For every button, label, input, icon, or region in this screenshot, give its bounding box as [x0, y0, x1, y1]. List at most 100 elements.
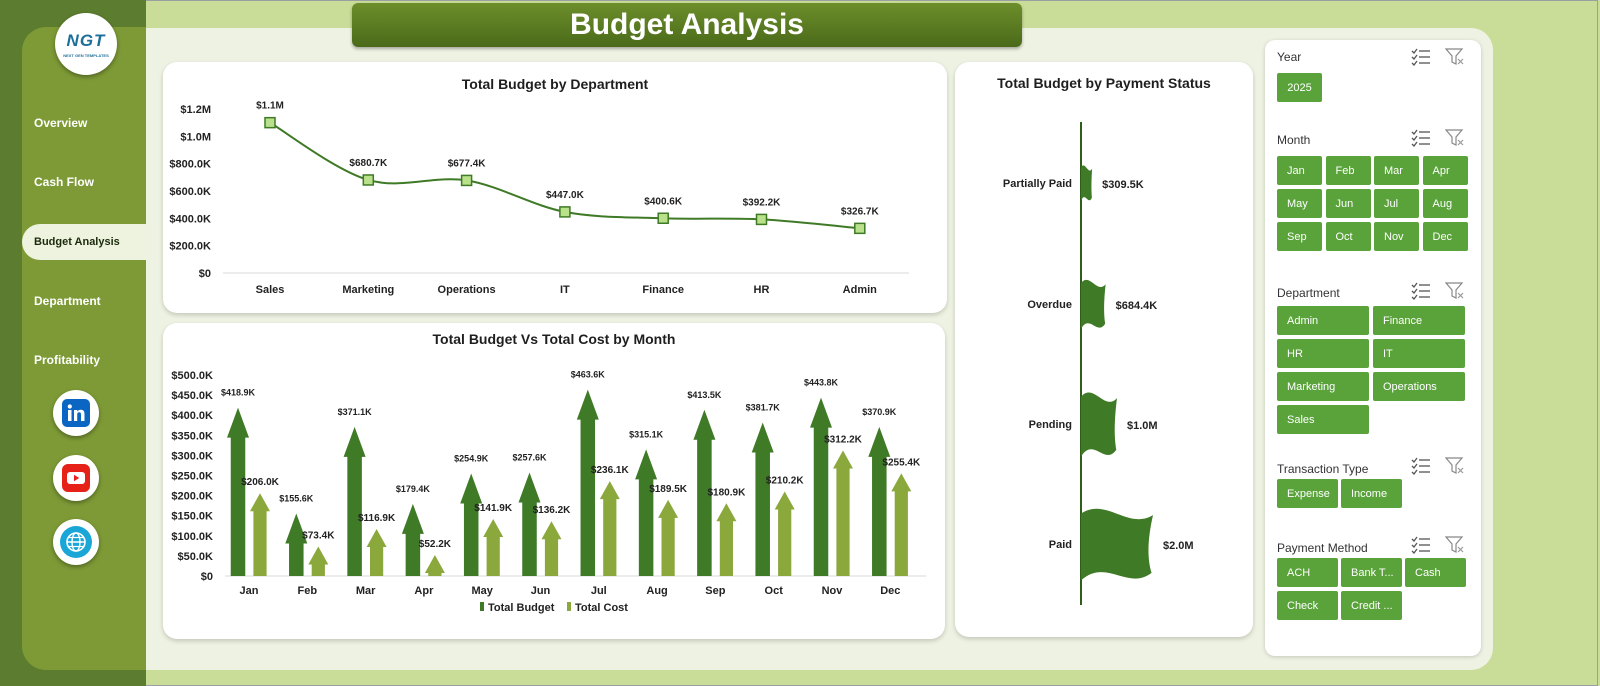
multi-select-icon[interactable]	[1411, 536, 1431, 554]
department-chip-it[interactable]: IT	[1373, 339, 1465, 368]
linkedin-button[interactable]	[53, 390, 99, 436]
month-chip-jul[interactable]: Jul	[1374, 189, 1419, 218]
cost-arrow-bar	[599, 481, 620, 576]
payment-method-chip-5[interactable]: Credit ...	[1341, 591, 1402, 620]
nav-profitability[interactable]: Profitability	[22, 342, 146, 378]
y-tick-label: $50.0K	[178, 551, 214, 563]
cost-arrow-bar	[483, 518, 504, 576]
data-label: $1.0M	[1127, 420, 1158, 432]
legend-swatch-budget	[480, 602, 484, 611]
budget-vs-cost-title: Total Budget Vs Total Cost by Month	[432, 331, 676, 347]
department-chip-finance[interactable]: Finance	[1373, 306, 1465, 335]
page-title: Budget Analysis	[352, 3, 1022, 47]
cost-arrow-bar	[774, 491, 795, 576]
budget-data-label: $370.9K	[862, 407, 897, 417]
payment-status-bar	[1081, 279, 1106, 329]
multi-select-icon[interactable]	[1411, 282, 1431, 300]
nav-budget-analysis[interactable]: Budget Analysis	[22, 224, 146, 260]
clear-filter-icon[interactable]	[1445, 129, 1465, 147]
clear-filter-icon[interactable]	[1445, 536, 1465, 554]
month-chip-jan[interactable]: Jan	[1277, 156, 1322, 185]
cost-data-label: $141.9K	[474, 503, 513, 514]
multi-select-icon[interactable]	[1411, 48, 1431, 66]
x-tick-label: Oct	[765, 585, 784, 597]
cost-data-label: $206.0K	[241, 477, 280, 488]
budget-arrow-bar	[635, 449, 658, 576]
department-chip-admin[interactable]: Admin	[1277, 306, 1369, 335]
month-chip-apr[interactable]: Apr	[1422, 156, 1468, 185]
month-chip-dec[interactable]: Dec	[1422, 222, 1468, 251]
data-label: $1.1M	[256, 101, 284, 112]
year-chip-2025[interactable]: 2025	[1277, 73, 1322, 102]
budget-data-label: $418.9K	[221, 388, 256, 398]
category-label: Pending	[1029, 419, 1072, 431]
transaction-type-filter-title: Transaction Type	[1277, 462, 1369, 476]
month-chip-feb[interactable]: Feb	[1325, 156, 1371, 185]
nav-overview[interactable]: Overview	[22, 105, 146, 141]
cost-arrow-bar	[308, 546, 329, 576]
youtube-button[interactable]	[53, 455, 99, 501]
y-tick-label: $1.0M	[180, 131, 211, 143]
payment-method-chip-1[interactable]: ACH	[1277, 558, 1338, 587]
budget-data-label: $381.7K	[746, 403, 781, 413]
data-point-marker	[264, 116, 276, 129]
budget-arrow-bar	[285, 513, 308, 576]
y-tick-label: $300.0K	[171, 450, 213, 462]
clear-filter-icon[interactable]	[1445, 48, 1465, 66]
cost-arrow-bar	[658, 499, 679, 576]
month-chip-oct[interactable]: Oct	[1325, 222, 1371, 251]
multi-select-icon[interactable]	[1411, 129, 1431, 147]
website-button[interactable]	[53, 519, 99, 565]
y-tick-label: $0	[201, 571, 213, 583]
x-tick-label: Jul	[591, 585, 607, 597]
multi-select-icon[interactable]	[1411, 457, 1431, 475]
month-chip-sep[interactable]: Sep	[1277, 222, 1322, 251]
budget-arrow-bar	[693, 409, 716, 576]
department-chip-operations[interactable]: Operations	[1373, 372, 1465, 401]
cost-data-label: $180.9K	[707, 487, 746, 498]
x-tick-label: Dec	[880, 585, 900, 597]
month-chip-aug[interactable]: Aug	[1422, 189, 1468, 218]
payment-method-chip-3[interactable]: Cash	[1405, 558, 1466, 587]
budget-data-label: $371.1K	[338, 407, 373, 417]
payment-status-card: Total Budget by Payment Status Partially…	[955, 62, 1253, 637]
budget-arrow-bar	[460, 473, 483, 576]
y-tick-label: $450.0K	[171, 390, 213, 402]
payment-status-chart: Partially Paid $309.5K Overdue $684.4K Pendi…	[1003, 122, 1194, 605]
payment-method-chip-2[interactable]: Bank T...	[1341, 558, 1402, 587]
month-chip-nov[interactable]: Nov	[1374, 222, 1419, 251]
y-tick-label: $0	[199, 268, 211, 280]
cost-data-label: $136.2K	[533, 505, 572, 516]
department-chip-marketing[interactable]: Marketing	[1277, 372, 1369, 401]
y-tick-label: $250.0K	[171, 471, 213, 483]
x-tick-label: Admin	[843, 284, 878, 296]
x-tick-label: Operations	[438, 284, 496, 296]
data-point-marker	[755, 213, 768, 226]
nav-department[interactable]: Department	[22, 283, 146, 319]
transaction-type-chip-income[interactable]: Income	[1341, 479, 1402, 508]
category-label: Paid	[1049, 539, 1072, 551]
clear-filter-icon[interactable]	[1445, 282, 1465, 300]
budget-data-label: $254.9K	[454, 454, 489, 464]
department-chip-sales[interactable]: Sales	[1277, 405, 1369, 434]
transaction-type-chip-expense[interactable]: Expense	[1277, 479, 1338, 508]
data-point-marker	[559, 206, 571, 218]
department-chip-hr[interactable]: HR	[1277, 339, 1369, 368]
clear-filter-icon[interactable]	[1445, 457, 1465, 475]
company-logo: NGT NEXT GEN TEMPLATES	[55, 13, 117, 75]
x-tick-label: Apr	[414, 585, 434, 597]
month-chip-jun[interactable]: Jun	[1325, 189, 1371, 218]
cost-data-label: $116.9K	[358, 513, 396, 524]
legend-swatch-cost	[567, 602, 571, 611]
filter-panel: Year Month Department Transaction Type P…	[1265, 40, 1481, 656]
budget-arrow-bar	[227, 407, 249, 576]
nav-cash-flow-label: Cash Flow	[34, 175, 95, 189]
x-tick-label: Sales	[256, 284, 285, 296]
budget-arrow-bar	[343, 426, 366, 576]
year-filter-title: Year	[1277, 50, 1302, 64]
payment-method-chip-4[interactable]: Check	[1277, 591, 1338, 620]
month-chip-may[interactable]: May	[1277, 189, 1322, 218]
month-chip-mar[interactable]: Mar	[1374, 156, 1419, 185]
y-tick-label: $100.0K	[171, 531, 213, 543]
nav-cash-flow[interactable]: Cash Flow	[22, 164, 146, 200]
